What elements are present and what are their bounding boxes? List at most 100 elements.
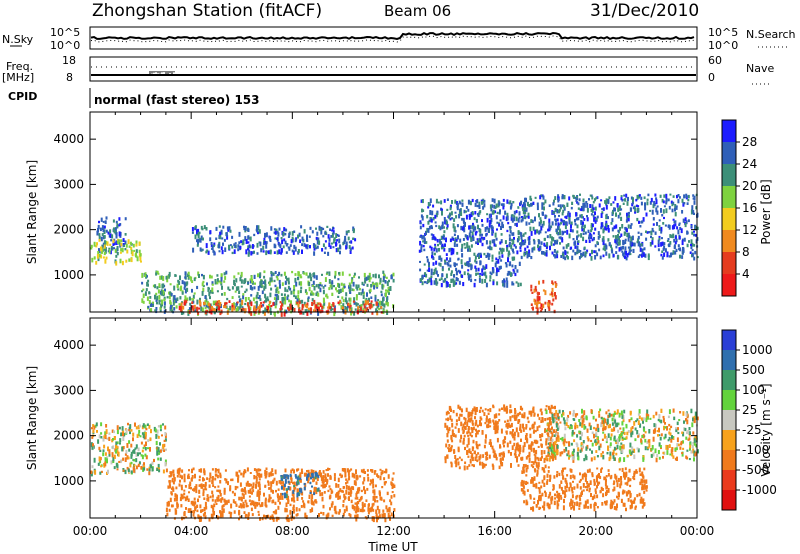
data-cell [180, 484, 183, 488]
data-cell [512, 251, 515, 254]
data-cell [315, 487, 317, 492]
data-cell [93, 425, 96, 430]
data-cell [192, 294, 195, 299]
data-cell [150, 429, 152, 434]
data-cell [475, 267, 478, 272]
data-cell [155, 433, 158, 439]
data-cell [605, 245, 608, 250]
data-cell [462, 238, 465, 241]
data-cell [217, 485, 220, 488]
data-cell [348, 297, 351, 302]
data-cell [225, 232, 228, 237]
data-cell [335, 483, 338, 488]
data-cell [267, 306, 269, 311]
data-cell [519, 246, 522, 250]
data-cell [212, 512, 215, 516]
data-cell [621, 436, 624, 440]
data-cell [227, 499, 230, 504]
data-cell [447, 428, 450, 434]
data-cell [461, 409, 463, 413]
data-cell [151, 303, 154, 306]
data-cell [384, 481, 387, 484]
data-cell [386, 491, 389, 496]
data-cell [596, 241, 599, 245]
data-cell [96, 430, 98, 433]
data-cell [452, 248, 455, 253]
data-cell [187, 473, 190, 476]
data-cell [213, 503, 216, 508]
data-cell [575, 198, 578, 202]
data-cell [562, 255, 565, 260]
data-cell [307, 296, 310, 299]
data-cell [258, 481, 261, 485]
data-cell [100, 254, 103, 259]
data-cell [214, 473, 217, 477]
data-cell [254, 501, 257, 505]
data-cell [503, 282, 506, 288]
data-cell [264, 469, 267, 474]
data-cell [615, 245, 618, 249]
data-cell [210, 504, 213, 509]
data-cell [124, 217, 127, 221]
data-cell [488, 454, 491, 459]
data-cell [265, 241, 268, 245]
data-cell [91, 436, 94, 439]
data-cell [372, 303, 375, 306]
data-cell [386, 508, 389, 513]
data-cell [455, 419, 458, 422]
data-cell [550, 241, 553, 247]
data-cell [563, 448, 566, 453]
data-cell [624, 198, 627, 202]
data-cell [268, 472, 271, 476]
data-cell [479, 454, 482, 459]
data-cell [559, 230, 561, 236]
data-cell [549, 407, 552, 413]
data-cell [333, 473, 336, 477]
data-cell [572, 418, 575, 421]
data-cell [621, 224, 624, 229]
data-cell [227, 286, 230, 290]
data-cell [372, 483, 375, 489]
data-cell [312, 478, 315, 483]
data-cell [336, 234, 339, 237]
data-cell [134, 422, 136, 427]
data-cell [390, 501, 393, 506]
data-cell [564, 223, 567, 226]
data-cell [262, 301, 265, 304]
data-cell [215, 502, 218, 505]
data-cell [339, 244, 341, 250]
data-cell [209, 274, 211, 279]
data-cell [660, 408, 663, 413]
data-cell [284, 287, 287, 292]
data-cell [269, 236, 272, 241]
data-cell [645, 417, 648, 423]
data-cell [216, 496, 219, 500]
data-cell [540, 457, 542, 461]
data-cell [179, 497, 182, 502]
data-cell [506, 419, 509, 422]
data-cell [593, 237, 595, 241]
data-cell [103, 244, 106, 249]
data-cell [574, 196, 577, 199]
data-cell [274, 237, 277, 240]
data-cell [215, 226, 218, 231]
data-cell [316, 245, 319, 249]
data-cell [301, 307, 304, 311]
data-cell [541, 417, 544, 421]
data-cell [508, 201, 511, 205]
data-cell [654, 423, 657, 429]
data-cell [455, 412, 458, 417]
data-cell [640, 201, 643, 206]
data-cell [427, 221, 430, 225]
data-cell [329, 507, 331, 511]
data-cell [478, 409, 481, 413]
data-cell [540, 219, 542, 224]
data-cell [233, 279, 236, 283]
data-cell [149, 302, 152, 307]
data-cell [671, 225, 674, 230]
data-cell [225, 302, 228, 305]
data-cell [522, 464, 525, 469]
data-cell [110, 239, 113, 242]
data-cell [313, 248, 316, 251]
